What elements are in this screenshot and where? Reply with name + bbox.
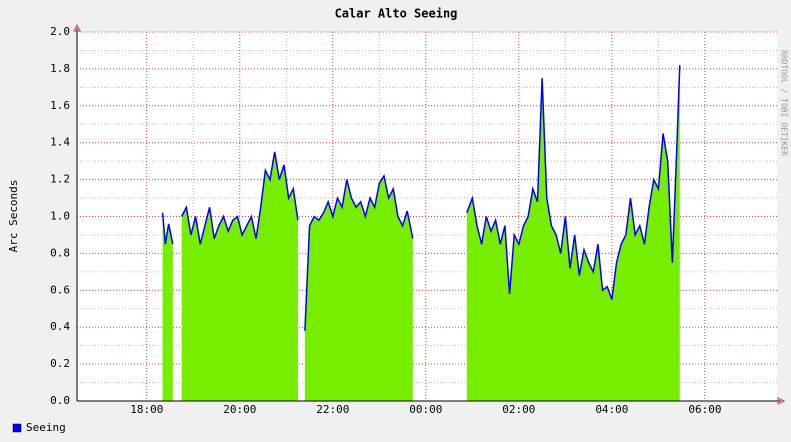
y-axis-arrow xyxy=(73,23,81,32)
y-tick-label: 2.0 xyxy=(50,25,70,38)
y-tick-label: 1.4 xyxy=(50,136,70,149)
y-tick-label: 0.4 xyxy=(50,320,70,333)
y-tick-label: 0.0 xyxy=(50,394,70,407)
y-tick-label: 1.2 xyxy=(50,173,70,186)
x-tick-label: 02:00 xyxy=(502,403,535,416)
y-tick-label: 0.2 xyxy=(50,357,70,370)
x-tick-label: 22:00 xyxy=(316,403,349,416)
x-axis-arrow xyxy=(777,397,786,405)
y-tick-label: 1.0 xyxy=(50,210,70,223)
y-axis-label: Arc Seconds xyxy=(7,180,20,253)
line xyxy=(161,65,681,331)
chart-title: Calar Alto Seeing xyxy=(335,7,458,21)
y-tick-label: 0.8 xyxy=(50,246,70,259)
x-tick-label: 00:00 xyxy=(409,403,442,416)
y-tick-label: 1.8 xyxy=(50,62,70,75)
x-tick-label: 18:00 xyxy=(130,403,163,416)
legend-swatch xyxy=(12,423,22,433)
y-tick-label: 0.6 xyxy=(50,283,70,296)
legend-label: Seeing xyxy=(26,421,66,434)
y-tick-label: 1.6 xyxy=(50,99,70,112)
x-tick-label: 06:00 xyxy=(688,403,721,416)
watermark: RRDTOOL / TOBI OETIKER xyxy=(780,50,789,156)
x-tick-label: 04:00 xyxy=(595,403,628,416)
area xyxy=(162,65,680,402)
x-tick-label: 20:00 xyxy=(223,403,256,416)
